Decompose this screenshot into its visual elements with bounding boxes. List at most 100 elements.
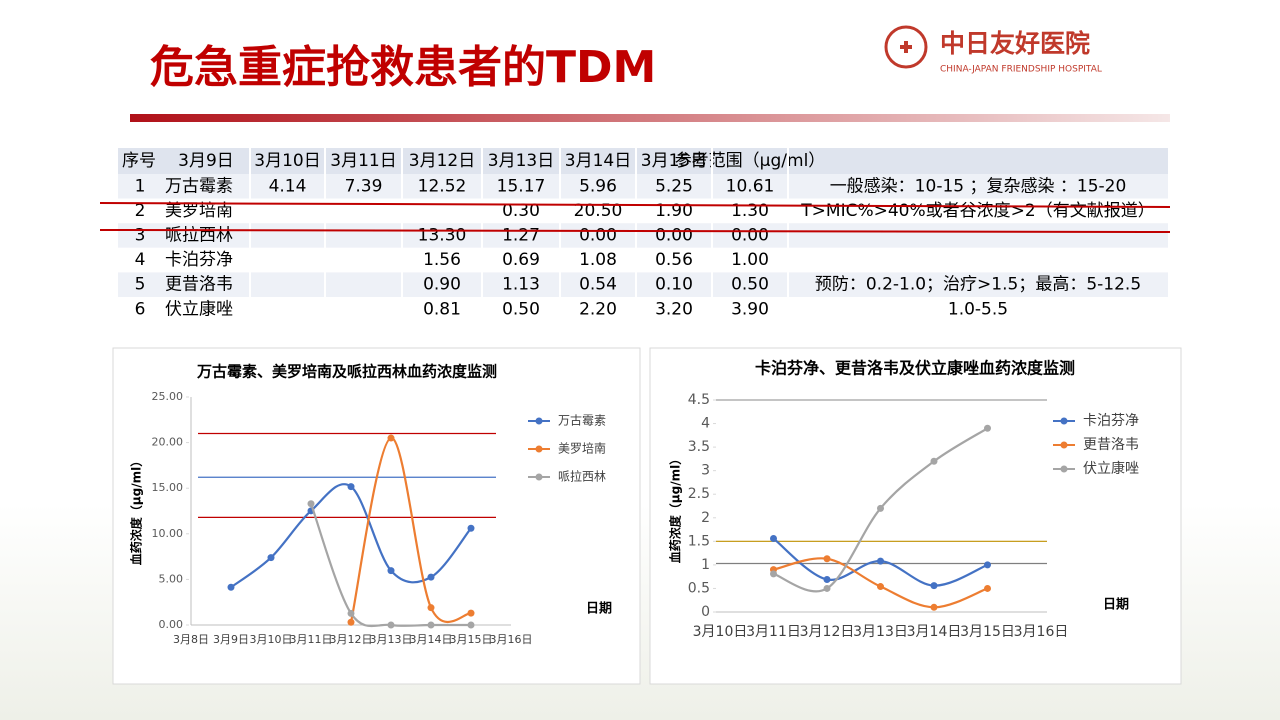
x-tick-label: 3月16日: [490, 633, 533, 646]
cell: 0.10: [655, 275, 693, 295]
cell: 0.00: [731, 226, 769, 246]
x-tick-label: 3月15日: [450, 633, 493, 646]
logo-emblem: [884, 25, 928, 69]
cell: 一般感染：10-15 ；复杂感染 ：15-20: [830, 176, 1127, 196]
cell: 0.50: [731, 275, 769, 295]
x-tick-label: 3月11日: [290, 633, 333, 646]
highlight-line: [99, 229, 1171, 233]
data-point: [227, 583, 235, 591]
cell: 12.52: [418, 176, 467, 196]
data-point: [823, 575, 831, 583]
x-axis-label: 日期: [586, 602, 612, 617]
header-cell: 3月12日: [409, 151, 475, 171]
cell: 0.90: [423, 275, 461, 295]
cell: 7.39: [345, 176, 383, 196]
table-row: [118, 223, 1168, 248]
legend-label: 万古霉素: [558, 413, 606, 428]
data-point: [877, 557, 884, 565]
data-point: [307, 500, 315, 508]
cell: 1.00: [731, 250, 769, 270]
legend-label: 哌拉西林: [558, 469, 606, 484]
cell: 0.56: [655, 250, 693, 270]
header-cell: 3月15日: [641, 151, 707, 171]
cell: T>MIC%>40%或者谷浓度>2（有文献报道）: [800, 201, 1154, 221]
cell: 1.30: [731, 201, 769, 221]
cell: 15.17: [497, 176, 546, 196]
header-cell: 3月13日: [488, 151, 554, 171]
series-line: [349, 436, 472, 623]
y-tick-label: 4: [701, 416, 710, 432]
cell: 1.56: [423, 250, 461, 270]
slide-title: 危急重症抢救患者的TDM: [150, 42, 656, 93]
x-tick-label: 3月10日: [693, 624, 748, 640]
table-row: [118, 174, 1168, 199]
legend-marker: [1060, 465, 1068, 473]
logo-cross: [900, 41, 912, 53]
cell: 3.20: [655, 299, 693, 319]
legend-label: 更昔洛韦: [1083, 437, 1139, 453]
data-point: [427, 621, 435, 629]
chart-frame: [112, 347, 641, 685]
y-tick-label: 1.5: [688, 533, 710, 549]
cell: 0.54: [579, 275, 617, 295]
data-point: [347, 609, 355, 617]
table: 序号 3月9日 3月10日 3月11日 3月12日 3月13日 3月14日 3月15日参考范围…: [118, 148, 1168, 322]
data-point: [770, 535, 777, 543]
cell: 0.00: [655, 226, 693, 246]
y-tick-label: 3.5: [688, 439, 710, 455]
x-tick-label: 3月9日: [213, 633, 249, 646]
data-point: [347, 483, 355, 491]
cell: 1.0-5.5: [948, 299, 1008, 319]
data-point: [823, 555, 831, 563]
x-tick-label: 3月13日: [370, 633, 413, 646]
logo-english: CHINA-JAPAN FRIENDSHIP HOSPITAL: [940, 65, 1102, 75]
y-tick-label: 0: [701, 604, 710, 620]
data-point: [467, 621, 475, 629]
highlight-line: [99, 202, 1171, 208]
x-tick-label: 3月14日: [907, 624, 962, 640]
cell: 美罗培南: [165, 201, 233, 221]
y-tick-label: 2: [701, 510, 710, 526]
x-tick-label: 3月14日: [410, 633, 453, 646]
data-point: [387, 621, 395, 629]
cell: 1.13: [502, 275, 540, 295]
y-tick-label: 15.00: [152, 481, 184, 494]
y-tick-label: 25.00: [152, 390, 184, 403]
data-point: [427, 604, 435, 612]
data-point: [467, 609, 475, 617]
logo-name: 中日友好医院: [940, 29, 1090, 58]
data-point: [267, 554, 275, 562]
header-cell: 参考范围（μg/ml）: [675, 151, 826, 171]
legend-label: 卡泊芬净: [1083, 413, 1139, 429]
data-point: [877, 583, 884, 591]
table-row: [118, 198, 1168, 224]
cell: 伏立康唑: [165, 299, 233, 319]
data-point: [984, 584, 991, 592]
cell: 2.20: [579, 299, 617, 319]
cell: 0.00: [579, 226, 617, 246]
header-cell: 3月10日: [254, 151, 320, 171]
legend-marker: [535, 445, 543, 453]
cell: 哌拉西林: [165, 226, 233, 246]
title-underline: [130, 114, 1170, 122]
legend-marker: [535, 473, 543, 481]
y-tick-label: 4.5: [688, 392, 710, 408]
x-tick-label: 3月13日: [853, 624, 908, 640]
header-cell: 3月11日: [330, 151, 396, 171]
data-point: [877, 504, 884, 512]
y-tick-label: 0.5: [688, 580, 710, 596]
data-point: [467, 524, 475, 532]
y-axis-label: 血药浓度（μg/ml）: [129, 455, 144, 565]
x-tick-label: 3月10日: [250, 633, 293, 646]
legend-marker: [1060, 441, 1068, 449]
x-tick-label: 3月12日: [800, 624, 855, 640]
x-axis-label: 日期: [1103, 598, 1129, 613]
legend-marker: [535, 417, 543, 425]
x-tick-label: 3月16日: [1014, 624, 1069, 640]
data-point: [930, 457, 938, 465]
cell: 1.90: [655, 201, 693, 221]
cell: 0.69: [502, 250, 540, 270]
cell: 万古霉素: [165, 176, 233, 196]
y-tick-label: 3: [701, 463, 710, 479]
